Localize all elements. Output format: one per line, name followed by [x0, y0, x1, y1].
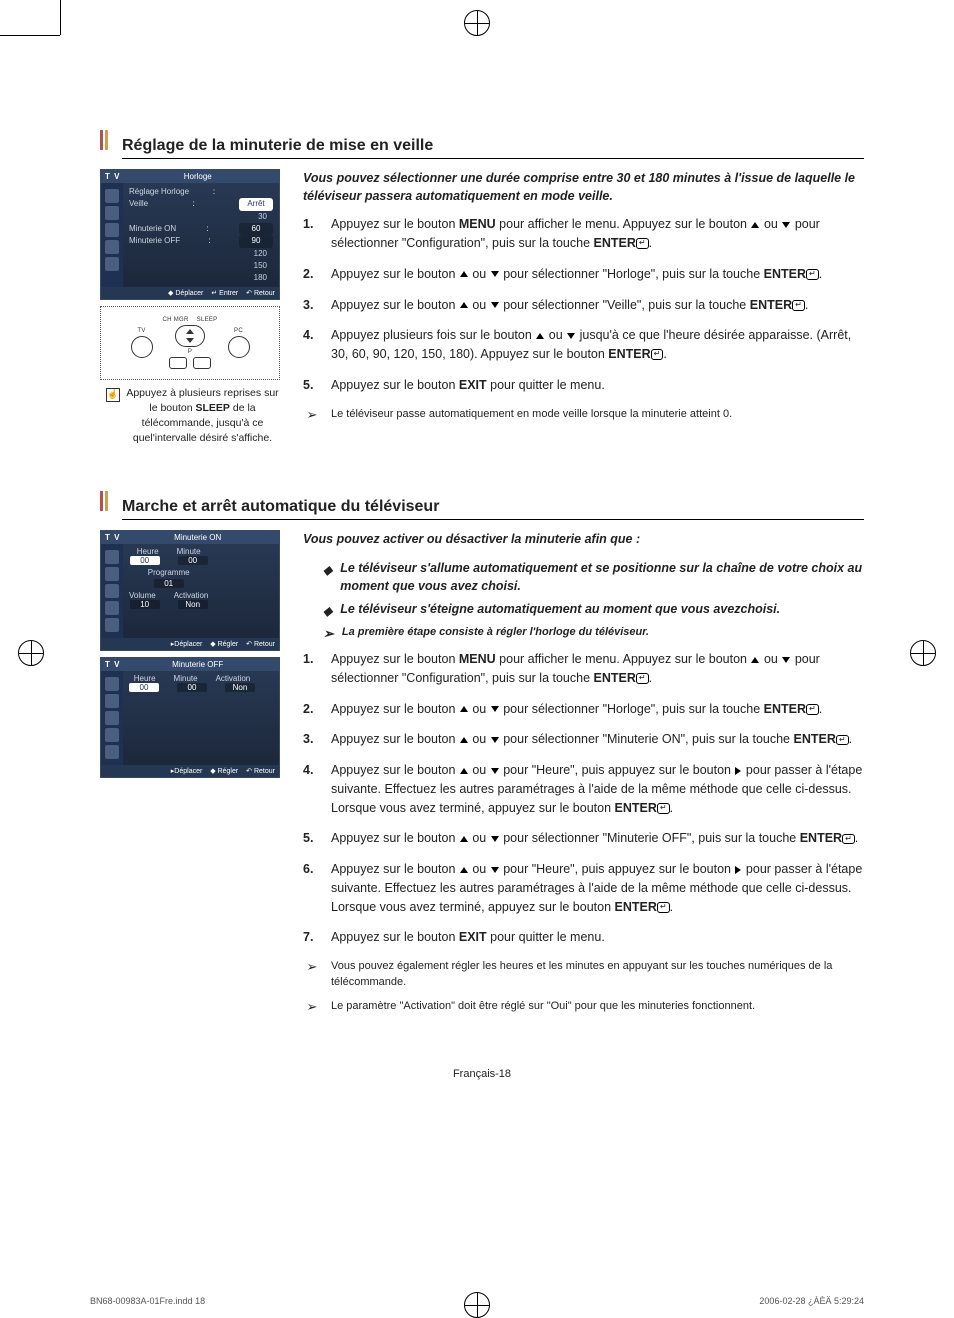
- osd-tv-label: T V: [105, 172, 120, 181]
- rect-button-icon: [169, 357, 187, 369]
- note-auto-standby: ➢Le téléviseur passe automatiquement en …: [303, 407, 864, 423]
- doc-id: BN68-00983A-01Fre.indd 18: [90, 1296, 205, 1306]
- rect-button-icon: [193, 357, 211, 369]
- bullet: Le téléviseur s'allume automatiquement e…: [340, 559, 864, 597]
- osd-minuterie-off: T VMinuterie OFF HeureMinuteActivation 0…: [100, 657, 280, 778]
- steps-list: 1.Appuyez sur le bouton MENU pour affich…: [303, 650, 864, 947]
- section-sleep-timer: Réglage de la minuterie de mise en veill…: [100, 130, 864, 446]
- hand-icon: ☝: [106, 388, 120, 402]
- section-title: Réglage de la minuterie de mise en veill…: [122, 137, 864, 159]
- osd-minuterie-on: T VMinuterie ON HeureMinute 0000 Program…: [100, 530, 280, 651]
- sleep-note: ☝ Appuyez à plusieurs reprises sur le bo…: [100, 386, 285, 447]
- bullet: Le téléviseur s'éteigne automatiquement …: [340, 600, 780, 620]
- note-activation: ➢Le paramètre "Activation" doit être rég…: [303, 999, 864, 1015]
- section-title: Marche et arrêt automatique du téléviseu…: [122, 498, 864, 520]
- page-number: Français-18: [100, 1068, 864, 1080]
- osd-title: Horloge: [120, 172, 275, 181]
- section-intro: Vous pouvez activer ou désactiver la min…: [303, 530, 864, 548]
- osd-horloge: T V Horloge Réglage Horloge: Veille:Arrê…: [100, 169, 280, 300]
- remote-diagram: TV CH MGR SLEEP P PC: [100, 306, 280, 380]
- ch-sleep-button-icon: [175, 325, 205, 347]
- osd-icon-strip: [101, 183, 123, 287]
- first-step-note: La première étape consiste à régler l'ho…: [342, 626, 649, 640]
- steps-list: 1.Appuyez sur le bouton MENU pour affich…: [303, 215, 864, 394]
- pc-button-icon: [228, 336, 250, 358]
- section-intro: Vous pouvez sélectionner une durée compr…: [303, 169, 864, 205]
- print-timestamp: 2006-02-28 ¿ÀÈÄ 5:29:24: [759, 1296, 864, 1306]
- tv-button-icon: [131, 336, 153, 358]
- section-auto-on-off: Marche et arrêt automatique du téléviseu…: [100, 491, 864, 1022]
- note-numeric-keys: ➢Vous pouvez également régler les heures…: [303, 959, 864, 991]
